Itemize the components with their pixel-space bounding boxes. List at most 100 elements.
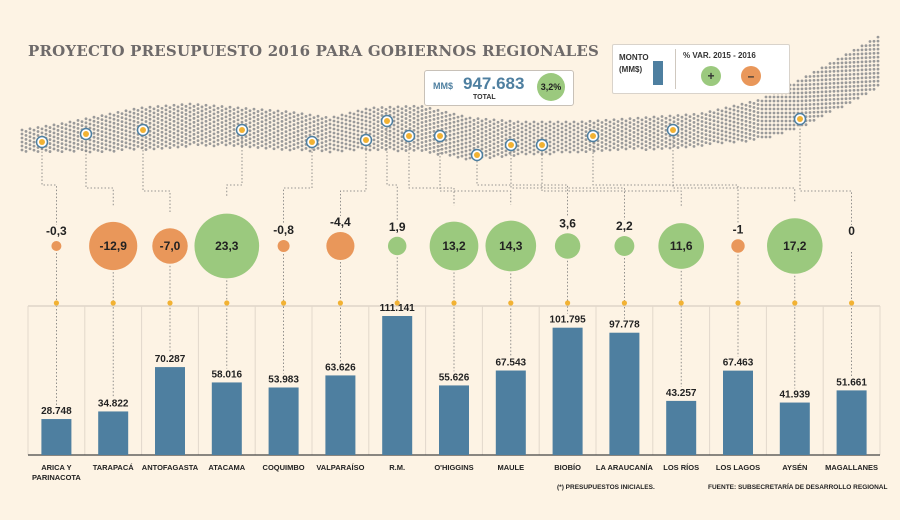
map-dot: [600, 129, 604, 132]
map-dot: [744, 131, 748, 135]
map-dot: [476, 117, 480, 121]
map-dot: [648, 125, 652, 129]
map-dot: [480, 147, 484, 151]
map-dot: [688, 139, 692, 143]
bar-value-label: 53.983: [268, 374, 299, 385]
map-dot: [820, 82, 824, 86]
map-dot: [628, 137, 632, 141]
map-dot: [196, 127, 200, 131]
map-dot: [804, 95, 808, 99]
map-dot: [808, 111, 812, 114]
map-dot: [32, 148, 36, 152]
map-dot: [124, 113, 128, 117]
map-dot: [200, 133, 204, 137]
variation-circle: [767, 218, 823, 274]
map-dot: [696, 126, 700, 130]
map-dot: [136, 117, 140, 120]
map-dot: [756, 131, 760, 134]
map-dot: [716, 132, 720, 136]
total-value: 947.683: [463, 74, 525, 93]
map-dot: [100, 122, 104, 125]
bar: [836, 390, 867, 455]
map-dot: [840, 105, 844, 109]
map-dot: [872, 67, 876, 71]
map-dot: [104, 123, 108, 127]
map-dot: [288, 132, 292, 136]
map-dot: [80, 148, 84, 152]
map-dot: [148, 133, 152, 137]
map-dot: [748, 100, 752, 104]
map-dot: [88, 118, 92, 122]
map-dot: [280, 119, 284, 123]
map-dot: [72, 137, 76, 141]
map-dot: [804, 123, 808, 127]
map-dot: [332, 143, 336, 147]
map-dot: [712, 123, 716, 127]
map-dot: [228, 113, 232, 117]
map-dot: [372, 142, 376, 146]
map-dot: [676, 122, 680, 125]
map-dot: [652, 139, 656, 143]
map-dot: [380, 146, 384, 149]
map-dot: [744, 107, 748, 111]
map-dot: [584, 130, 588, 134]
map-dot: [744, 119, 748, 123]
map-dot: [420, 129, 424, 132]
map-dot: [376, 140, 380, 144]
map-dot: [92, 123, 96, 127]
map-dot: [260, 140, 264, 144]
map-dot: [292, 123, 296, 126]
map-dot: [328, 130, 332, 134]
map-dot: [504, 129, 508, 133]
map-dot: [752, 122, 756, 125]
bar-value-label: 97.778: [609, 320, 640, 331]
map-marker-core: [437, 133, 443, 139]
map-dot: [448, 125, 452, 129]
map-dot: [540, 132, 544, 136]
map-dot: [472, 142, 476, 146]
map-dot: [152, 147, 156, 151]
map-dot: [124, 117, 128, 121]
map-dot: [660, 131, 664, 134]
map-dot: [468, 136, 472, 140]
map-dot: [704, 141, 708, 145]
map-dot: [864, 44, 868, 48]
map-dot: [296, 113, 300, 117]
map-dot: [396, 117, 400, 121]
map-dot: [180, 123, 184, 127]
map-dot: [700, 124, 704, 127]
map-dot: [644, 120, 648, 123]
map-dot: [748, 108, 752, 112]
map-dot: [436, 112, 440, 116]
map-dot: [736, 105, 740, 109]
map-dot: [220, 109, 224, 112]
map-dot: [548, 120, 552, 124]
map-dot: [824, 86, 828, 90]
leader-line: [386, 127, 398, 221]
map-dot: [756, 123, 760, 126]
map-dot: [436, 124, 440, 128]
map-dot: [260, 120, 264, 124]
map-dot: [464, 153, 468, 157]
map-dot: [348, 127, 352, 131]
map-dot: [404, 141, 408, 144]
map-dot: [504, 121, 508, 125]
map-dot: [44, 124, 48, 128]
map-dot: [620, 121, 624, 125]
map-dot: [164, 136, 168, 140]
map-dot: [60, 138, 64, 142]
map-dot: [68, 120, 72, 124]
map-dot: [172, 111, 176, 115]
map-dot: [176, 133, 180, 137]
map-dot: [496, 120, 500, 124]
map-dot: [268, 129, 272, 132]
map-dot: [588, 147, 592, 151]
map-dot: [304, 119, 308, 122]
map-dot: [568, 150, 572, 154]
map-dot: [124, 121, 128, 125]
map-dot: [792, 103, 796, 107]
map-dot: [276, 129, 280, 133]
map-dot: [660, 147, 664, 150]
map-dot: [392, 115, 396, 119]
map-dot: [484, 141, 488, 145]
